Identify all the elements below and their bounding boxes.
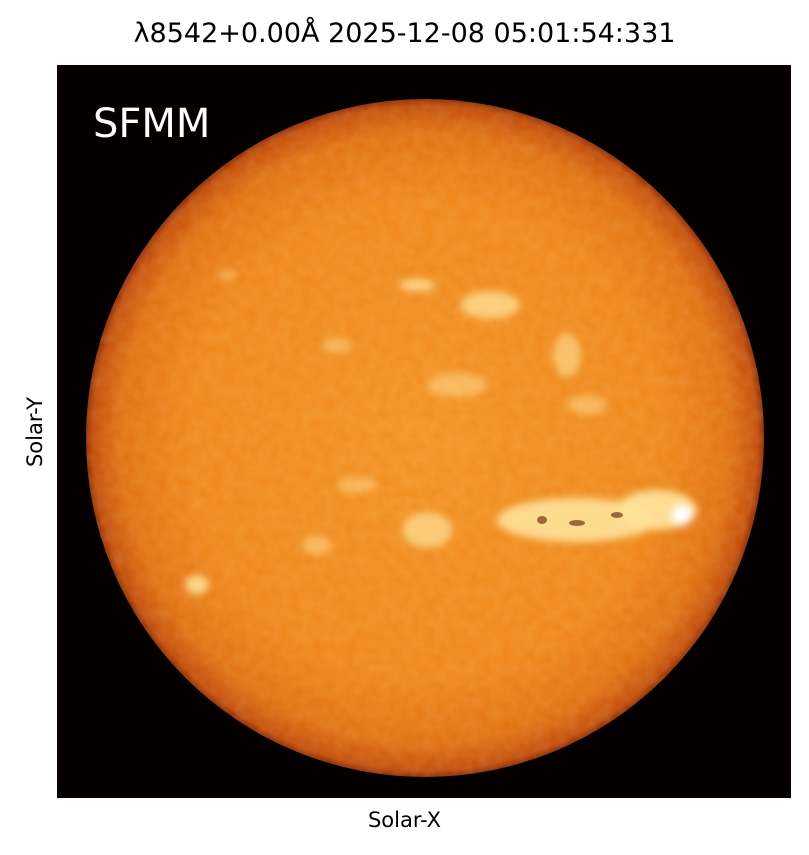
solar-disk-graphic: [86, 99, 764, 777]
solar-image: SFMM: [57, 65, 791, 798]
figure-title: λ8542+0.00Å 2025-12-08 05:01:54:331: [133, 18, 676, 49]
instrument-label: SFMM: [93, 101, 211, 147]
y-axis-label: Solar-Y: [23, 396, 47, 468]
sunspots: [537, 512, 623, 526]
x-axis-label: Solar-X: [367, 808, 442, 832]
